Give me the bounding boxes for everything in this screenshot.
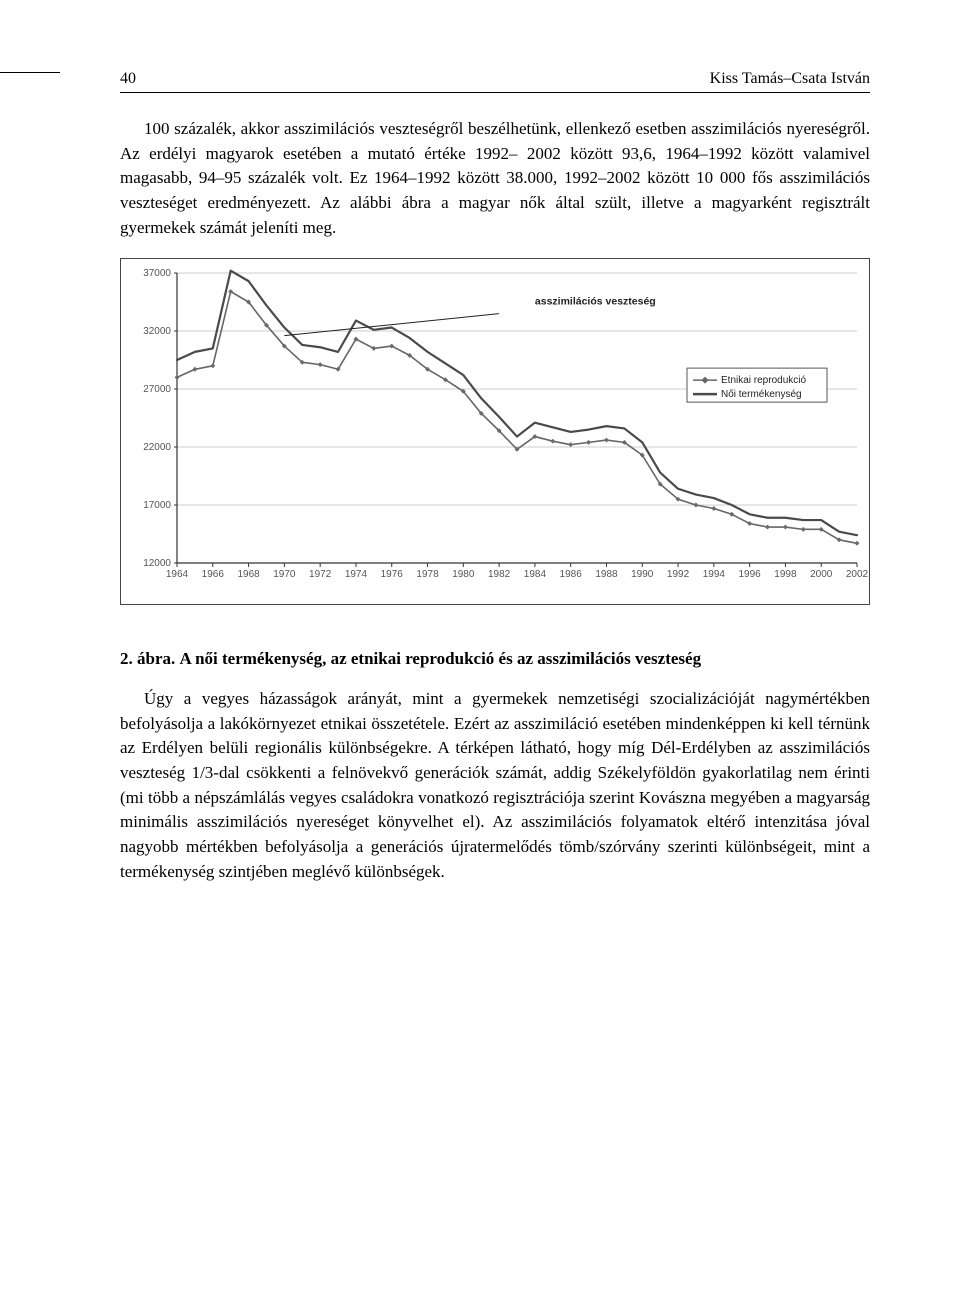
- body-text-2: Úgy a vegyes házasságok arányát, mint a …: [120, 687, 870, 884]
- paragraph-1: 100 százalék, akkor asszimilációs veszte…: [120, 117, 870, 240]
- svg-text:1994: 1994: [703, 569, 726, 580]
- body-text-1: 100 százalék, akkor asszimilációs veszte…: [120, 117, 870, 240]
- svg-text:1974: 1974: [345, 569, 368, 580]
- svg-text:Etnikai reprodukció: Etnikai reprodukció: [721, 375, 806, 386]
- svg-text:12000: 12000: [143, 558, 171, 569]
- svg-text:1970: 1970: [273, 569, 296, 580]
- svg-text:1998: 1998: [774, 569, 797, 580]
- paragraph-2: Úgy a vegyes házasságok arányát, mint a …: [120, 687, 870, 884]
- page-header: 40 Kiss Tamás–Csata István: [120, 70, 870, 93]
- page: 40 Kiss Tamás–Csata István 100 százalék,…: [0, 0, 960, 1312]
- chart-svg: 12000 17000 22000 27000 32000 37000 1964 1966 19…: [129, 265, 869, 595]
- svg-text:1996: 1996: [739, 569, 762, 580]
- svg-text:1972: 1972: [309, 569, 332, 580]
- svg-text:1968: 1968: [237, 569, 260, 580]
- svg-text:1980: 1980: [452, 569, 475, 580]
- figure-caption-text: A női termékenység, az etnikai reprodukc…: [180, 649, 702, 668]
- svg-text:1976: 1976: [381, 569, 404, 580]
- svg-text:2000: 2000: [810, 569, 833, 580]
- svg-text:1978: 1978: [416, 569, 439, 580]
- svg-text:1966: 1966: [202, 569, 225, 580]
- page-author: Kiss Tamás–Csata István: [710, 70, 870, 88]
- page-number: 40: [120, 70, 136, 88]
- svg-text:27000: 27000: [143, 384, 171, 395]
- svg-text:22000: 22000: [143, 442, 171, 453]
- svg-text:1964: 1964: [166, 569, 189, 580]
- figure-caption: 2. ábra. A női termékenység, az etnikai …: [120, 649, 870, 669]
- svg-text:2002: 2002: [846, 569, 869, 580]
- figure-2-chart: 12000 17000 22000 27000 32000 37000 1964 1966 19…: [120, 258, 870, 605]
- svg-text:1982: 1982: [488, 569, 511, 580]
- svg-text:32000: 32000: [143, 326, 171, 337]
- svg-text:1990: 1990: [631, 569, 654, 580]
- svg-text:1986: 1986: [560, 569, 583, 580]
- svg-text:1992: 1992: [667, 569, 690, 580]
- svg-text:37000: 37000: [143, 268, 171, 279]
- svg-text:Női termékenység: Női termékenység: [721, 389, 802, 400]
- figure-caption-number: 2. ábra.: [120, 649, 175, 668]
- svg-text:1984: 1984: [524, 569, 547, 580]
- svg-text:1988: 1988: [595, 569, 618, 580]
- svg-text:asszimilációs veszteség: asszimilációs veszteség: [535, 296, 656, 308]
- left-margin-rule: [0, 72, 60, 73]
- svg-text:17000: 17000: [143, 500, 171, 511]
